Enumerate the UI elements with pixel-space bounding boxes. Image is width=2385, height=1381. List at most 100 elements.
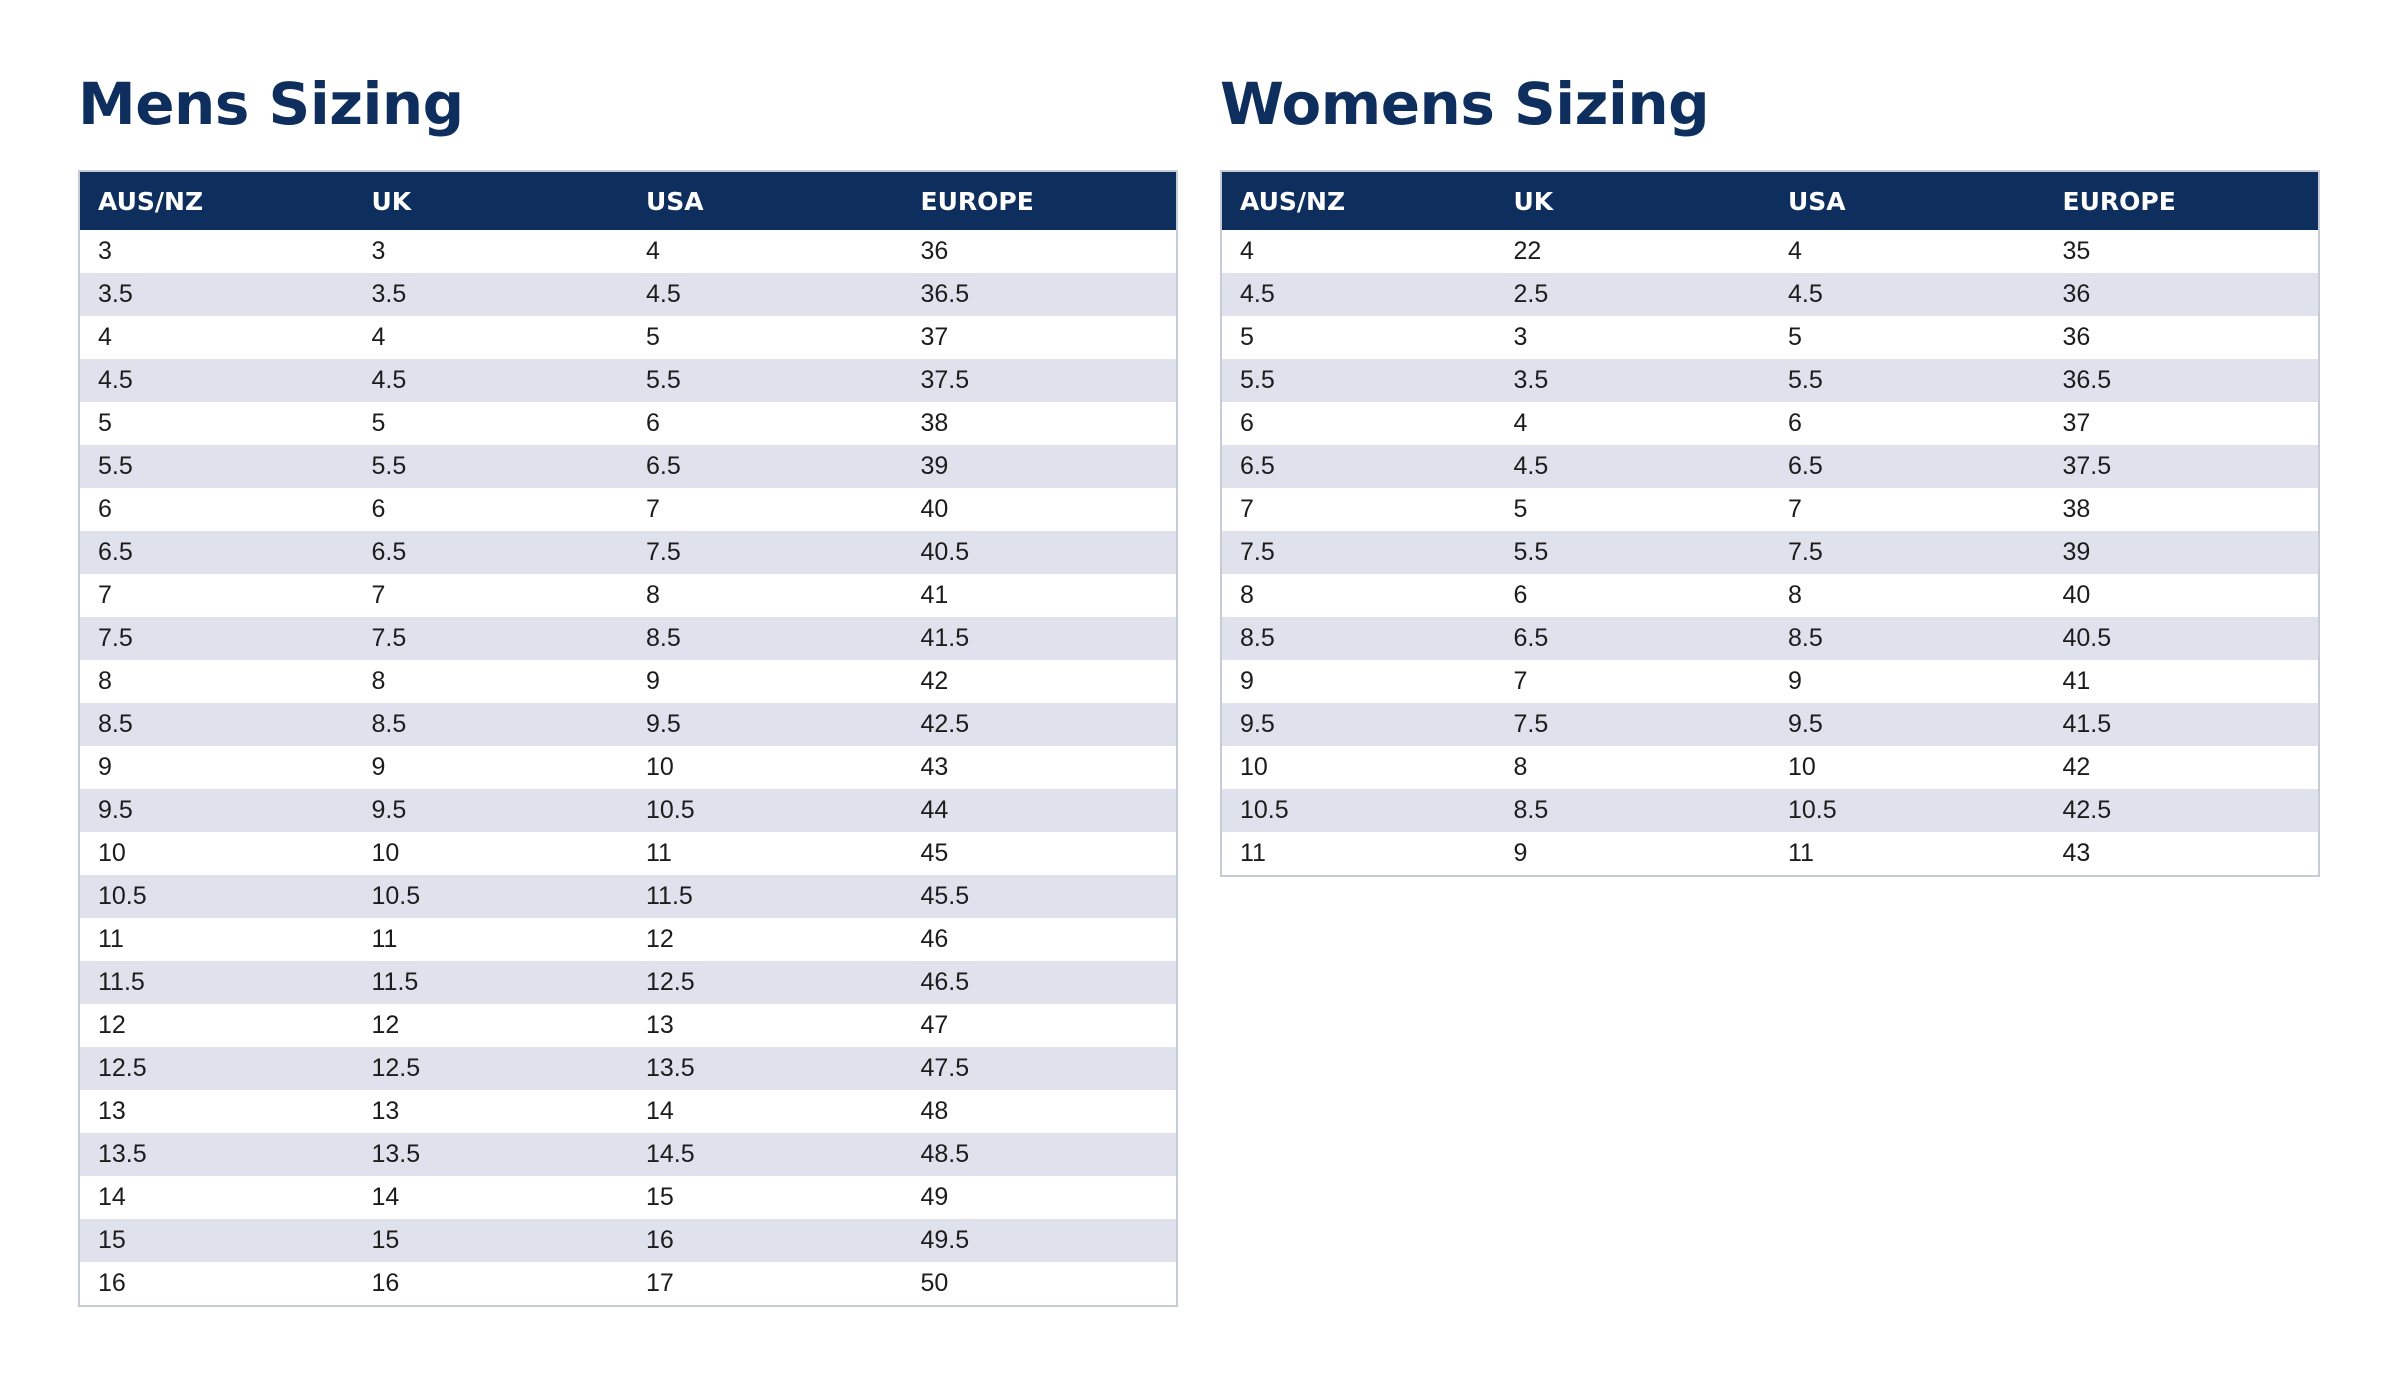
cell-europe: 47.5 <box>902 1047 1177 1090</box>
cell-usa: 9 <box>628 660 903 703</box>
cell-usa: 9.5 <box>1770 703 2045 746</box>
cell-usa: 11 <box>1770 832 2045 876</box>
cell-uk: 4.5 <box>353 359 628 402</box>
table-header-row: AUS/NZ UK USA EUROPE <box>1221 171 2319 230</box>
cell-aus-nz: 5.5 <box>1221 359 1496 402</box>
cell-europe: 42 <box>902 660 1177 703</box>
table-header-row: AUS/NZ UK USA EUROPE <box>79 171 1177 230</box>
cell-uk: 22 <box>1495 230 1770 273</box>
cell-aus-nz: 10.5 <box>1221 789 1496 832</box>
table-row: 4.5 4.5 5.5 37.5 <box>79 359 1177 402</box>
table-row: 7.5 5.5 7.5 39 <box>1221 531 2319 574</box>
cell-europe: 41 <box>2044 660 2319 703</box>
table-row: 9 7 9 41 <box>1221 660 2319 703</box>
cell-uk: 3.5 <box>353 273 628 316</box>
cell-aus-nz: 10 <box>79 832 354 875</box>
cell-uk: 10 <box>353 832 628 875</box>
cell-usa: 12 <box>628 918 903 961</box>
cell-usa: 10.5 <box>1770 789 2045 832</box>
column-header-usa: USA <box>628 171 903 230</box>
cell-usa: 7 <box>628 488 903 531</box>
table-row: 6.5 6.5 7.5 40.5 <box>79 531 1177 574</box>
cell-usa: 10 <box>1770 746 2045 789</box>
cell-europe: 43 <box>2044 832 2319 876</box>
cell-uk: 13.5 <box>353 1133 628 1176</box>
column-header-europe: EUROPE <box>902 171 1177 230</box>
cell-uk: 11.5 <box>353 961 628 1004</box>
cell-usa: 11 <box>628 832 903 875</box>
cell-aus-nz: 11 <box>79 918 354 961</box>
cell-aus-nz: 8 <box>79 660 354 703</box>
table-row: 10 10 11 45 <box>79 832 1177 875</box>
womens-sizing-table: AUS/NZ UK USA EUROPE 4 22 4 35 4.5 2.5 4.5 36 5 3… <box>1220 170 2320 877</box>
cell-uk: 7.5 <box>1495 703 1770 746</box>
table-row: 10 8 10 42 <box>1221 746 2319 789</box>
cell-aus-nz: 7.5 <box>79 617 354 660</box>
cell-aus-nz: 6.5 <box>79 531 354 574</box>
cell-europe: 36 <box>2044 316 2319 359</box>
cell-usa: 6.5 <box>1770 445 2045 488</box>
table-row: 5.5 5.5 6.5 39 <box>79 445 1177 488</box>
column-header-aus-nz: AUS/NZ <box>1221 171 1496 230</box>
cell-europe: 48.5 <box>902 1133 1177 1176</box>
cell-aus-nz: 5.5 <box>79 445 354 488</box>
cell-uk: 3 <box>353 230 628 273</box>
table-row: 7.5 7.5 8.5 41.5 <box>79 617 1177 660</box>
table-row: 12 12 13 47 <box>79 1004 1177 1047</box>
womens-sizing-title: Womens Sizing <box>1220 70 1710 138</box>
table-row: 9.5 7.5 9.5 41.5 <box>1221 703 2319 746</box>
cell-usa: 10.5 <box>628 789 903 832</box>
table-row: 10.5 10.5 11.5 45.5 <box>79 875 1177 918</box>
cell-uk: 6.5 <box>353 531 628 574</box>
cell-aus-nz: 5 <box>1221 316 1496 359</box>
cell-aus-nz: 11.5 <box>79 961 354 1004</box>
cell-europe: 38 <box>902 402 1177 445</box>
cell-usa: 9 <box>1770 660 2045 703</box>
column-header-usa: USA <box>1770 171 2045 230</box>
table-row: 7 7 8 41 <box>79 574 1177 617</box>
cell-usa: 12.5 <box>628 961 903 1004</box>
cell-uk: 3 <box>1495 316 1770 359</box>
cell-aus-nz: 8.5 <box>1221 617 1496 660</box>
table-row: 3 3 4 36 <box>79 230 1177 273</box>
cell-europe: 37.5 <box>2044 445 2319 488</box>
cell-uk: 6 <box>1495 574 1770 617</box>
table-row: 8.5 6.5 8.5 40.5 <box>1221 617 2319 660</box>
cell-usa: 15 <box>628 1176 903 1219</box>
cell-europe: 41 <box>902 574 1177 617</box>
cell-uk: 12 <box>353 1004 628 1047</box>
column-header-aus-nz: AUS/NZ <box>79 171 354 230</box>
cell-aus-nz: 14 <box>79 1176 354 1219</box>
cell-aus-nz: 13.5 <box>79 1133 354 1176</box>
cell-aus-nz: 6 <box>1221 402 1496 445</box>
womens-sizing-section: Womens Sizing AUS/NZ UK USA EUROPE 4 22 4 3… <box>1220 64 2320 877</box>
cell-uk: 8.5 <box>353 703 628 746</box>
cell-europe: 39 <box>2044 531 2319 574</box>
cell-europe: 45.5 <box>902 875 1177 918</box>
cell-europe: 40 <box>2044 574 2319 617</box>
table-row: 16 16 17 50 <box>79 1262 1177 1306</box>
cell-usa: 10 <box>628 746 903 789</box>
cell-aus-nz: 13 <box>79 1090 354 1133</box>
cell-usa: 13 <box>628 1004 903 1047</box>
cell-europe: 36.5 <box>2044 359 2319 402</box>
cell-usa: 8 <box>1770 574 2045 617</box>
cell-europe: 36 <box>902 230 1177 273</box>
cell-uk: 4 <box>353 316 628 359</box>
cell-uk: 11 <box>353 918 628 961</box>
cell-uk: 8 <box>353 660 628 703</box>
cell-aus-nz: 10 <box>1221 746 1496 789</box>
table-row: 9.5 9.5 10.5 44 <box>79 789 1177 832</box>
cell-europe: 46.5 <box>902 961 1177 1004</box>
cell-uk: 7 <box>1495 660 1770 703</box>
cell-uk: 8 <box>1495 746 1770 789</box>
cell-aus-nz: 7.5 <box>1221 531 1496 574</box>
cell-aus-nz: 9.5 <box>1221 703 1496 746</box>
table-row: 9 9 10 43 <box>79 746 1177 789</box>
cell-usa: 4 <box>628 230 903 273</box>
mens-table-body: 3 3 4 36 3.5 3.5 4.5 36.5 4 4 5 37 4.5 4.5 5.5 37.5 5 5 6 3… <box>79 230 1177 1306</box>
table-row: 11 9 11 43 <box>1221 832 2319 876</box>
cell-uk: 5 <box>353 402 628 445</box>
cell-usa: 5 <box>628 316 903 359</box>
cell-uk: 3.5 <box>1495 359 1770 402</box>
